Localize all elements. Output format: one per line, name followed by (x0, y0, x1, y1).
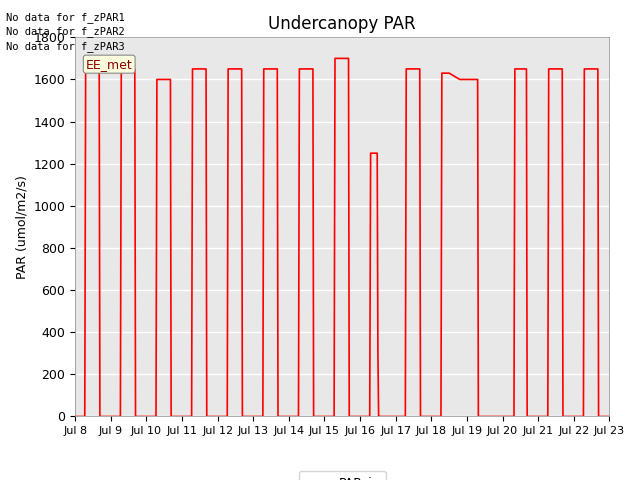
Text: No data for f_zPAR1: No data for f_zPAR1 (6, 12, 125, 23)
Text: No data for f_zPAR2: No data for f_zPAR2 (6, 26, 125, 37)
Text: EE_met: EE_met (86, 58, 132, 71)
Title: Undercanopy PAR: Undercanopy PAR (269, 15, 416, 33)
Text: No data for f_zPAR3: No data for f_zPAR3 (6, 41, 125, 52)
Y-axis label: PAR (umol/m2/s): PAR (umol/m2/s) (15, 175, 28, 279)
Legend: PAR_in: PAR_in (299, 470, 386, 480)
